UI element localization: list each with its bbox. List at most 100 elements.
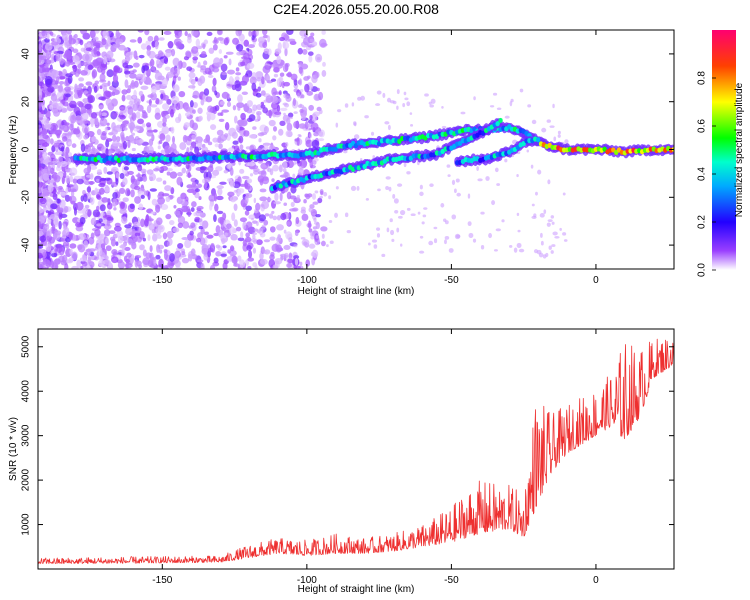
spectrogram-noise-dot <box>272 264 279 269</box>
snr-panel: -150 -100 -50 0 1000 2000 3000 4000 5000 Height… <box>8 328 675 595</box>
spectrogram-noise-dot <box>197 259 204 263</box>
spectrogram-noise-dot <box>488 233 492 239</box>
spectrogram-noise-dot <box>50 203 58 210</box>
spectrogram-noise-dot <box>140 85 149 90</box>
spectrogram-noise-dot <box>157 145 161 150</box>
spectrogram-noise-dot <box>48 185 54 193</box>
spectrogram-noise-dot <box>259 188 267 193</box>
spectrogram-noise-dot <box>251 82 257 91</box>
spectrogram-noise-dot <box>140 194 145 199</box>
spectrogram-noise-dot <box>83 193 88 203</box>
spectrogram-noise-dot <box>246 62 255 70</box>
spectrogram-noise-dot <box>38 85 41 90</box>
spectrogram-noise-dot <box>298 134 302 138</box>
spectrogram-noise-dot <box>252 104 258 112</box>
spectrogram-noise-dot <box>117 235 124 244</box>
spectrogram-noise-dot <box>516 242 522 248</box>
spectrogram-noise-dot <box>115 172 120 179</box>
spectrogram-noise-dot <box>257 132 265 137</box>
spectrogram-noise-dot <box>58 80 65 85</box>
y-tick-label: 40 <box>21 48 32 60</box>
spectrogram-noise-dot <box>261 76 265 85</box>
spectrogram-noise-dot <box>204 67 212 75</box>
spectrogram-noise-dot <box>157 224 165 233</box>
x-tick-label: -150 <box>152 575 172 586</box>
spectrogram-noise-dot <box>392 193 396 199</box>
spectrogram-noise-dot <box>303 33 308 38</box>
spectrogram-noise-dot <box>199 217 203 226</box>
spectrogram-noise-dot <box>52 259 61 266</box>
spectrogram-noise-dot <box>178 31 183 37</box>
spectrogram-noise-dot <box>151 134 155 142</box>
spectrogram-noise-dot <box>226 178 233 182</box>
spectrogram-noise-dot <box>221 91 230 99</box>
spectrogram-noise-dot <box>262 34 269 39</box>
spectrogram-noise-dot <box>45 52 50 59</box>
spectrogram-noise-dot <box>160 203 169 211</box>
spectrogram-noise-dot <box>127 85 132 91</box>
spectrogram-noise-dot <box>283 112 286 116</box>
spectrogram-noise-dot <box>222 212 227 220</box>
spectrogram-noise-dot <box>328 219 333 223</box>
spectrogram-noise-dot <box>215 195 224 201</box>
spectrogram-noise-dot <box>223 169 229 174</box>
spectrogram-noise-dot <box>68 196 72 202</box>
spectrogram-noise-dot <box>64 263 69 269</box>
spectrogram-noise-dot <box>147 129 154 133</box>
spectrogram-noise-dot <box>319 195 323 199</box>
spectrogram-noise-dot <box>70 200 76 205</box>
spectrogram-noise-dot <box>288 38 296 42</box>
spectrogram-noise-dot <box>142 249 147 257</box>
spectrogram-noise-dot <box>50 252 58 258</box>
spectrogram-noise-dot <box>38 124 41 128</box>
spectrogram-noise-dot <box>293 162 296 166</box>
spectrogram-noise-dot <box>144 30 150 36</box>
spectrogram-noise-dot <box>309 159 314 169</box>
spectrogram-noise-dot <box>311 249 319 259</box>
spectrogram-noise-dot <box>65 93 71 98</box>
spectrogram-noise-dot <box>287 112 294 118</box>
spectrogram-noise-dot <box>212 77 217 87</box>
spectrogram-noise-dot <box>112 191 118 199</box>
spectrogram-noise-dot <box>229 245 235 252</box>
spectrogram-noise-dot <box>53 110 60 117</box>
spectrogram-noise-dot <box>246 245 252 251</box>
spectrogram-noise-dot <box>548 245 552 250</box>
spectrogram-noise-dot <box>92 42 101 47</box>
spectrogram-noise-dot <box>553 136 557 142</box>
spectrogram-noise-dot <box>184 105 190 112</box>
spectrogram-noise-dot <box>38 245 44 249</box>
spectrogram-noise-dot <box>467 221 472 227</box>
spectrogram-noise-dot <box>204 177 211 183</box>
spectrogram-noise-dot <box>73 175 82 180</box>
spectrogram-noise-dot <box>46 235 50 241</box>
colorbar-label: Normalized spectral amplitude <box>734 82 745 217</box>
spectrogram-noise-dot <box>103 259 111 265</box>
spectrogram-noise-dot <box>162 94 169 101</box>
spectrogram-noise-dot <box>57 30 66 33</box>
spectrogram-noise-dot <box>140 218 145 228</box>
spectrogram-noise-dot <box>186 184 193 189</box>
spectrogram-noise-dot <box>187 85 196 89</box>
spectrogram-noise-dot <box>178 113 182 122</box>
spectrogram-noise-dot <box>163 30 172 36</box>
spectrogram-noise-dot <box>492 92 498 96</box>
spectrogram-noise-dot <box>156 234 162 239</box>
spectrogram-noise-dot <box>41 142 50 147</box>
spectrogram-noise-dot <box>49 31 54 36</box>
spectrogram-noise-dot <box>504 158 508 163</box>
spectrogram-noise-dot <box>468 232 474 239</box>
colorbar-tick-label: 0.8 <box>697 71 708 85</box>
x-tick-label: -100 <box>297 275 317 286</box>
spectrogram-noise-dot <box>114 225 122 232</box>
spectrogram-noise-dot <box>376 233 381 238</box>
spectrogram-noise-dot <box>222 245 227 249</box>
spectrogram-noise-dot <box>430 98 436 104</box>
spectrogram-noise-dot <box>320 240 326 247</box>
spectrogram-noise-dot <box>85 81 93 86</box>
spectrogram-noise-dot <box>192 101 198 109</box>
spectrogram-noise-dot <box>218 143 223 150</box>
spectrogram-noise-dot <box>97 57 104 62</box>
colorbar-tick-label: 0.2 <box>697 215 708 229</box>
spectrogram-noise-dot <box>53 231 61 241</box>
